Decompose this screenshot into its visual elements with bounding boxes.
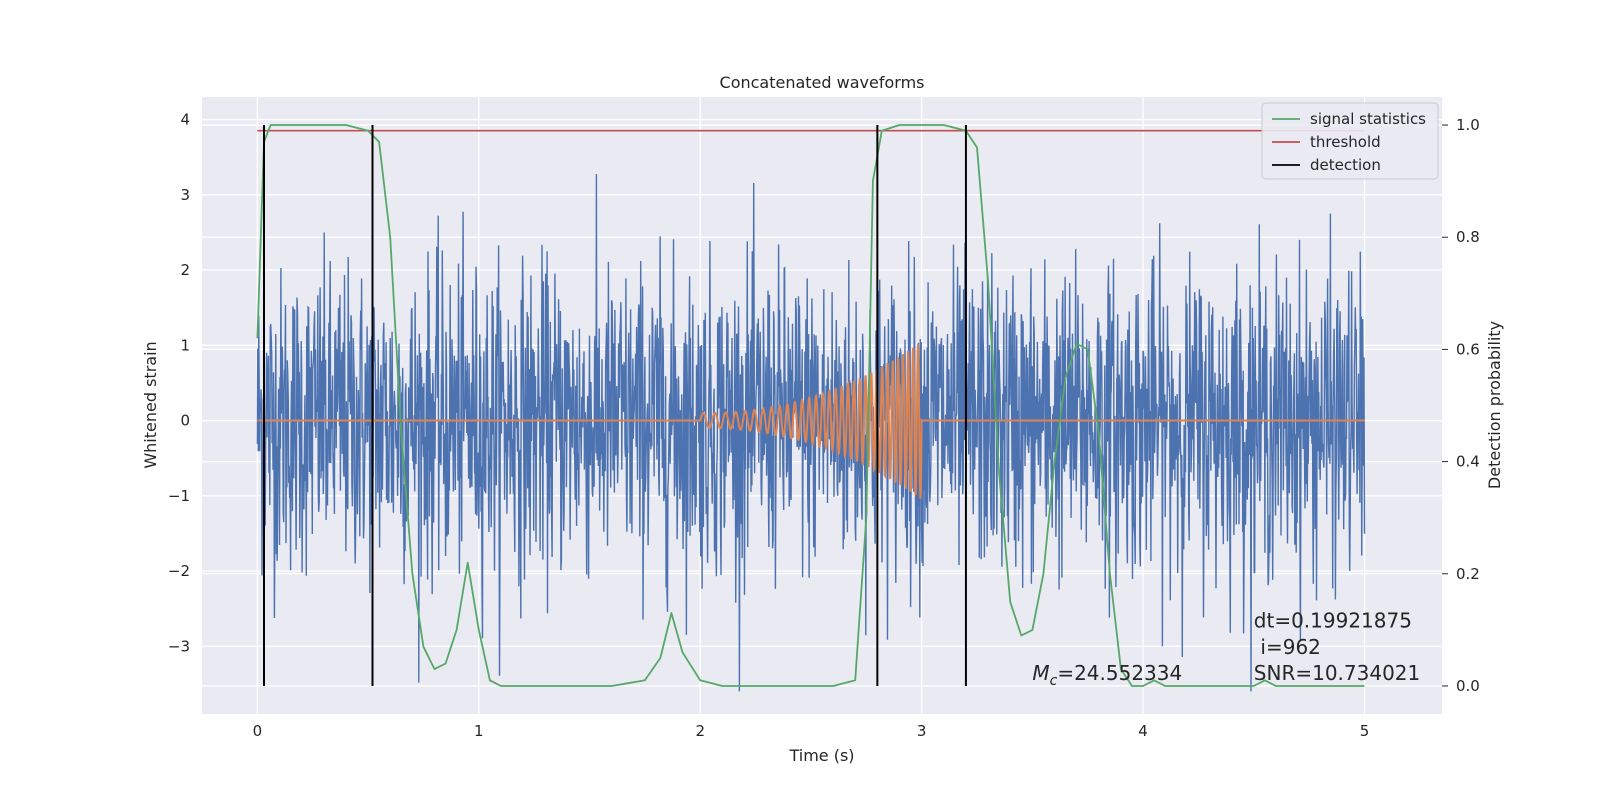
x-tick-label: 3	[917, 722, 927, 740]
legend-box	[1261, 102, 1439, 180]
y-axis-label: Whitened strain	[141, 341, 160, 468]
annotation-text: dt=0.19921875	[1254, 608, 1412, 632]
injected-waveform-series	[257, 344, 1365, 499]
x-tick-labels: 0 1 2 3 4 5	[253, 722, 1370, 740]
y-tick-label: 4	[180, 111, 190, 129]
y-tick-label: 2	[180, 261, 190, 279]
y-tick-label: 3	[180, 186, 190, 204]
y2-axis-label: Detection probability	[1485, 321, 1504, 489]
y2-tick-label: 0.4	[1456, 453, 1480, 471]
annotation-text: i=962	[1260, 635, 1321, 659]
y2-tick-label: 0.8	[1456, 228, 1480, 246]
legend: signal statistics threshold detection	[1261, 102, 1439, 180]
legend-label: signal statistics	[1310, 110, 1426, 128]
y2-tick-label: 0.6	[1456, 340, 1480, 358]
x-axis-label: Time (s)	[788, 746, 854, 765]
chart-title: Concatenated waveforms	[720, 73, 925, 92]
annotation-text: Mc=24.552334	[1032, 661, 1182, 689]
annotations: Mc=24.552334 dt=0.19921875 i=962SNR=10.734…	[1032, 608, 1420, 689]
annotation-text: SNR=10.734021	[1254, 661, 1420, 685]
x-tick-label: 4	[1138, 722, 1148, 740]
y2-tick-labels: 0.0 0.2 0.4 0.6 0.8 1.0	[1442, 116, 1480, 695]
signal-statistics-series	[256, 124, 1365, 687]
x-tick-label: 1	[474, 722, 484, 740]
x-tick-label: 5	[1360, 722, 1370, 740]
y-tick-label: −2	[168, 562, 190, 580]
y-tick-label: −3	[168, 637, 190, 655]
legend-label: detection	[1310, 156, 1381, 174]
y2-tick-label: 1.0	[1456, 116, 1480, 134]
y-tick-label: 0	[180, 412, 190, 430]
x-tick-label: 0	[253, 722, 263, 740]
y2-tick-label: 0.2	[1456, 565, 1480, 583]
y-tick-labels: −3 −2 −1 0 1 2 3 4	[168, 111, 190, 656]
x-tick-label: 2	[695, 722, 705, 740]
whitened-strain-series	[256, 174, 1366, 692]
y-tick-label: −1	[168, 487, 190, 505]
y-tick-label: 1	[180, 336, 190, 354]
legend-label: threshold	[1310, 133, 1381, 151]
plot-lines	[256, 124, 1366, 692]
y2-tick-label: 0.0	[1456, 677, 1480, 695]
